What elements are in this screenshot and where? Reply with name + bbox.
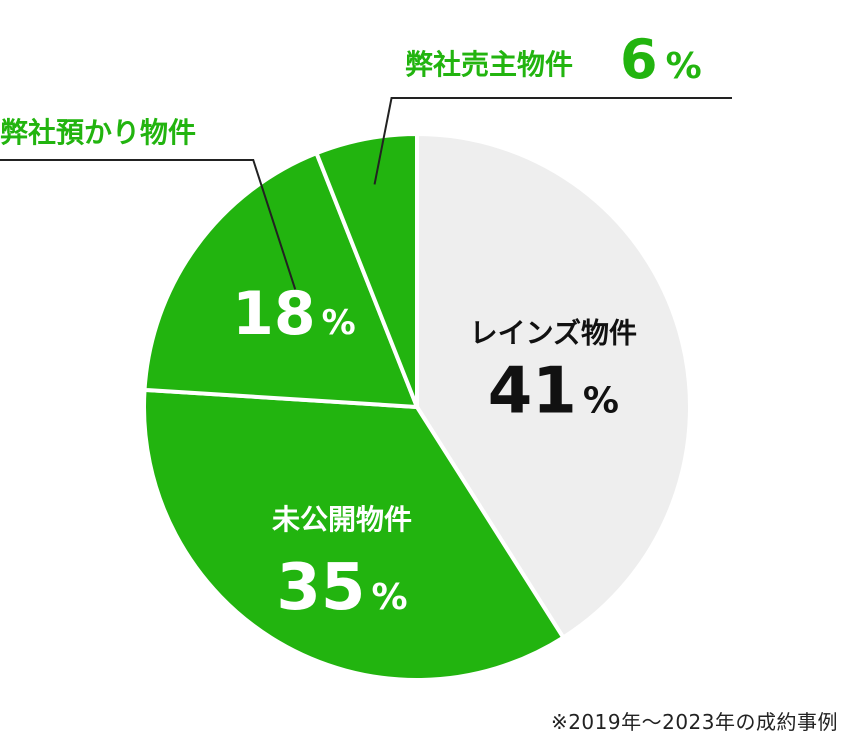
slice-label-reins: レインズ物件 [470, 316, 637, 349]
slice-label-company-held: 弊社預かり物件 [0, 116, 196, 149]
slice-label-company-owned: 弊社売主物件 [405, 48, 573, 81]
footnote: ※2019年〜2023年の成約事例 [550, 710, 838, 734]
slice-label-unpublished: 未公開物件 [272, 503, 412, 536]
slice-value-company-owned: 6% [620, 28, 702, 91]
leader-line-company-owned [373, 97, 732, 185]
pie-slice-company-owned [314, 132, 419, 409]
slice-value-unpublished: 35% [276, 551, 407, 625]
slice-value-company-held: 18% [232, 279, 356, 349]
pie-slice-company-held [142, 151, 419, 409]
slice-value-reins: 41% [488, 354, 619, 428]
pie-slice-unpublished [142, 387, 566, 682]
leader-line-company-held [0, 159, 297, 290]
